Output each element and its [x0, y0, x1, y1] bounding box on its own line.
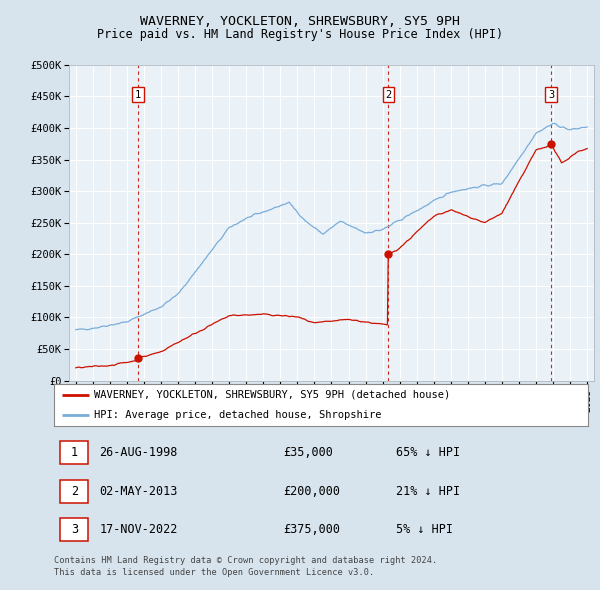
Text: 3: 3	[548, 90, 554, 100]
Text: This data is licensed under the Open Government Licence v3.0.: This data is licensed under the Open Gov…	[54, 568, 374, 576]
Text: HPI: Average price, detached house, Shropshire: HPI: Average price, detached house, Shro…	[94, 409, 382, 419]
FancyBboxPatch shape	[61, 441, 88, 464]
Text: 21% ↓ HPI: 21% ↓ HPI	[396, 484, 460, 498]
Text: 17-NOV-2022: 17-NOV-2022	[100, 523, 178, 536]
FancyBboxPatch shape	[61, 519, 88, 542]
Text: £200,000: £200,000	[284, 484, 341, 498]
Text: 5% ↓ HPI: 5% ↓ HPI	[396, 523, 453, 536]
Text: 2: 2	[385, 90, 391, 100]
FancyBboxPatch shape	[61, 480, 88, 503]
Text: 1: 1	[135, 90, 141, 100]
Text: Price paid vs. HM Land Registry's House Price Index (HPI): Price paid vs. HM Land Registry's House …	[97, 28, 503, 41]
Text: WAVERNEY, YOCKLETON, SHREWSBURY, SY5 9PH (detached house): WAVERNEY, YOCKLETON, SHREWSBURY, SY5 9PH…	[94, 390, 450, 400]
Text: 65% ↓ HPI: 65% ↓ HPI	[396, 446, 460, 459]
Text: 1: 1	[71, 446, 78, 459]
Text: £35,000: £35,000	[284, 446, 334, 459]
Text: 26-AUG-1998: 26-AUG-1998	[100, 446, 178, 459]
Text: 02-MAY-2013: 02-MAY-2013	[100, 484, 178, 498]
Text: £375,000: £375,000	[284, 523, 341, 536]
Text: WAVERNEY, YOCKLETON, SHREWSBURY, SY5 9PH: WAVERNEY, YOCKLETON, SHREWSBURY, SY5 9PH	[140, 15, 460, 28]
Text: 2: 2	[71, 484, 78, 498]
Text: 3: 3	[71, 523, 78, 536]
Text: Contains HM Land Registry data © Crown copyright and database right 2024.: Contains HM Land Registry data © Crown c…	[54, 556, 437, 565]
